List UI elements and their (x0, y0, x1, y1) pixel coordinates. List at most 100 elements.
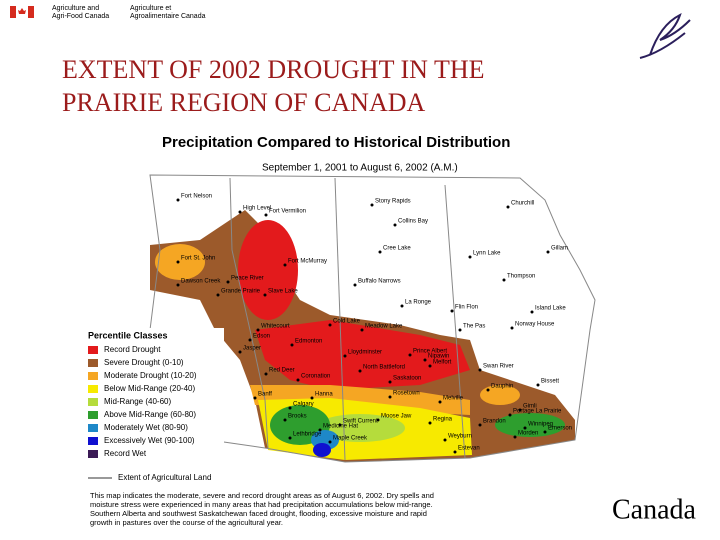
place-label: Brooks (288, 414, 307, 420)
drought-area (238, 220, 298, 320)
place-label: Moose Jaw (381, 414, 412, 420)
place-dot (283, 263, 287, 267)
legend-label: Mid-Range (40-60) (104, 397, 171, 406)
place-label: Fort Vermilion (269, 209, 306, 215)
place-dot (358, 369, 362, 373)
place-label: Estevan (458, 446, 480, 452)
place-dot (523, 426, 527, 430)
place-label: Fort Nelson (181, 194, 212, 200)
place-dot (296, 378, 300, 382)
place-dot (288, 406, 292, 410)
place-label: Buffalo Narrows (358, 279, 401, 285)
place-label: Jasper (243, 346, 261, 352)
legend: Record Drought Severe Drought (0-10) Moder… (88, 345, 197, 458)
place-dot (238, 210, 242, 214)
place-dot (176, 198, 180, 202)
place-label: Swan River (483, 364, 514, 370)
logo (639, 13, 691, 59)
place-label: Winnipeg (528, 422, 553, 428)
place-dot (248, 338, 252, 342)
legend-label: Record Drought (104, 345, 161, 354)
legend-extent-label: Extent of Agricultural Land (118, 473, 211, 482)
place-label: Churchill (511, 201, 534, 207)
place-label: Dauphin (491, 384, 513, 390)
place-label: Morden (518, 431, 538, 437)
note-line: growth in pastures over the course of th… (90, 518, 283, 527)
place-dot (468, 255, 472, 259)
place-dot (263, 293, 267, 297)
place-dot (530, 310, 534, 314)
place-dot (328, 440, 332, 444)
place-dot (408, 353, 412, 357)
place-dot (453, 450, 457, 454)
place-label: Emerson (548, 426, 572, 432)
place-dot (543, 430, 547, 434)
place-label: Cree Lake (383, 246, 411, 252)
place-dot (318, 428, 322, 432)
place-dot (288, 436, 292, 440)
dept-fr: Agriculture et (130, 5, 171, 12)
place-dot (226, 280, 230, 284)
place-dot (264, 213, 268, 217)
place-dot (238, 350, 242, 354)
place-dot (176, 260, 180, 264)
place-dot (393, 223, 397, 227)
slide-title: PRAIRIE REGION OF CANADA (62, 88, 426, 117)
place-label: Saskatoon (393, 376, 421, 382)
dept-en: Agri-Food Canada (52, 13, 109, 20)
place-label: Edson (253, 334, 270, 340)
place-dot (423, 358, 427, 362)
place-dot (378, 250, 382, 254)
place-dot (546, 250, 550, 254)
place-dot (428, 364, 432, 368)
place-dot (518, 408, 522, 412)
map-title: Precipitation Compared to Historical Dis… (162, 134, 510, 151)
wordmark: Canada (612, 494, 697, 525)
place-label: Swift Current (343, 419, 378, 425)
place-label: Fort McMurray (288, 259, 327, 265)
map-subtitle: September 1, 2001 to August 6, 2002 (A.M… (262, 163, 458, 174)
place-label: La Ronge (405, 300, 432, 306)
place-dot (370, 203, 374, 207)
place-dot (506, 205, 510, 209)
legend-swatch (88, 385, 98, 393)
legend-swatch (88, 437, 98, 445)
legend-swatch (88, 450, 98, 458)
note-line: Southern Alberta and southwest Saskatche… (90, 509, 427, 518)
note: This map indicates the moderate, severe … (90, 491, 434, 527)
legend-label: Moderately Wet (80-90) (104, 423, 188, 432)
place-dot (256, 328, 260, 332)
place-label: Portage La Prairie (513, 409, 562, 415)
place-dot (502, 278, 506, 282)
place-label: Peace River (231, 276, 264, 282)
place-label: Melville (443, 396, 464, 402)
legend-swatch (88, 398, 98, 406)
place-dot (176, 283, 180, 287)
place-label: Thompson (507, 274, 535, 280)
place-label: Gimli (523, 404, 537, 410)
legend-title: Percentile Classes (88, 330, 168, 340)
place-dot (443, 438, 447, 442)
legend-box (84, 328, 224, 488)
place-label: Stony Rapids (375, 199, 411, 205)
place-label: Weyburn (448, 434, 472, 440)
legend-label: Above Mid-Range (60-80) (104, 410, 196, 419)
place-dot (343, 354, 347, 358)
legend-label: Excessively Wet (90-100) (104, 436, 195, 445)
place-label: Banff (258, 392, 272, 398)
place-dot (513, 435, 517, 439)
place-dot (450, 309, 454, 313)
place-dot (388, 395, 392, 399)
place-label: Collins Bay (398, 219, 428, 225)
place-label: Fort St. John (181, 256, 215, 262)
dept-en: Agriculture and (52, 5, 99, 12)
place-label: Maple Creek (333, 436, 368, 442)
place-dot (400, 304, 404, 308)
place-dot (510, 326, 514, 330)
legend-label: Below Mid-Range (20-40) (104, 384, 195, 393)
note-line: This map indicates the moderate, severe … (90, 491, 434, 500)
place-dot (478, 368, 482, 372)
place-dot (290, 343, 294, 347)
place-dot (536, 383, 540, 387)
